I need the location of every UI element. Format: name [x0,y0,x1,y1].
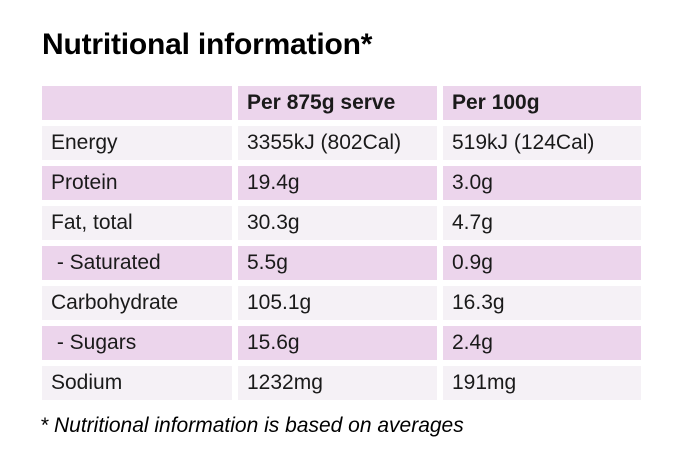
per-100g-value: 4.7g [443,206,641,240]
per-100g-value: 2.4g [443,326,641,360]
per-serve-value: 5.5g [238,246,437,280]
table-row: Carbohydrate 105.1g 16.3g [42,286,641,320]
per-serve-value: 15.6g [238,326,437,360]
per-serve-value: 105.1g [238,286,437,320]
table-row: - Sugars 15.6g 2.4g [42,326,641,360]
per-serve-value: 3355kJ (802Cal) [238,126,437,160]
table-row: - Saturated 5.5g 0.9g [42,246,641,280]
per-100g-value: 16.3g [443,286,641,320]
per-serve-value: 30.3g [238,206,437,240]
row-label: Energy [42,126,232,160]
table-row: Protein 19.4g 3.0g [42,166,641,200]
per-100g-value: 519kJ (124Cal) [443,126,641,160]
table-row: Fat, total 30.3g 4.7g [42,206,641,240]
header-cell-per-100g: Per 100g [443,86,641,120]
row-label: Protein [42,166,232,200]
table-header-row: Per 875g serve Per 100g [42,86,641,120]
row-label: - Sugars [42,326,232,360]
per-100g-value: 191mg [443,366,641,400]
per-100g-value: 3.0g [443,166,641,200]
table-row: Sodium 1232mg 191mg [42,366,641,400]
nutrition-table: Per 875g serve Per 100g Energy 3355kJ (80… [42,86,641,400]
footnote: * Nutritional information is based on av… [40,414,464,437]
header-cell-per-serve: Per 875g serve [238,86,437,120]
page-title: Nutritional information* [42,28,373,61]
per-serve-value: 1232mg [238,366,437,400]
row-label: Fat, total [42,206,232,240]
per-serve-value: 19.4g [238,166,437,200]
per-100g-value: 0.9g [443,246,641,280]
row-label: Sodium [42,366,232,400]
header-cell-blank [42,86,232,120]
row-label: - Saturated [42,246,232,280]
row-label: Carbohydrate [42,286,232,320]
table-row: Energy 3355kJ (802Cal) 519kJ (124Cal) [42,126,641,160]
